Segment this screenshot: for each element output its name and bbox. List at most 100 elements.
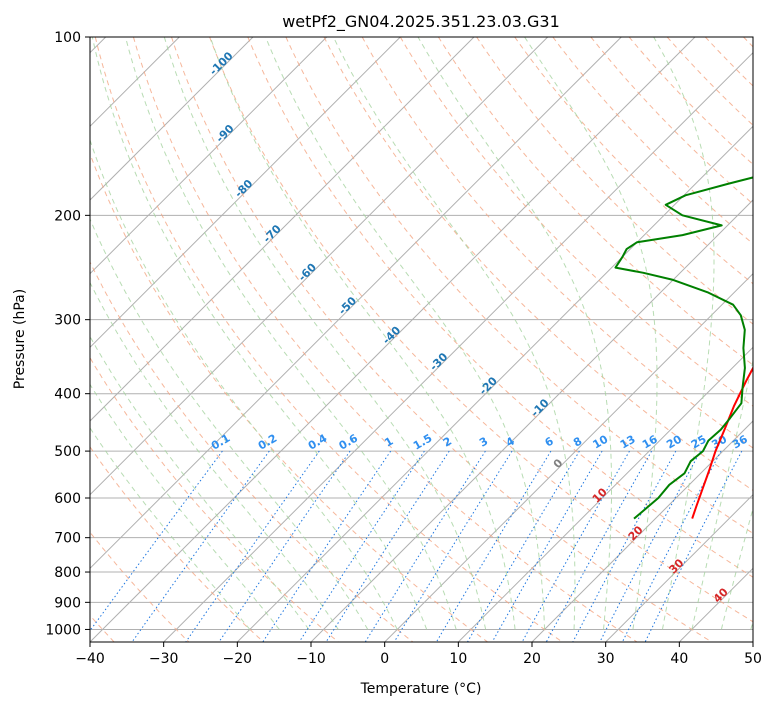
- isotherm-gridline: [163, 51, 753, 642]
- mixing-ratio-label: 13: [618, 433, 638, 452]
- moist-adiabat: [209, 37, 516, 630]
- dry-adiabat: [323, 37, 753, 491]
- dry-adiabat-label: -40: [380, 324, 403, 347]
- mixing-ratio-line: [491, 450, 603, 642]
- mixing-ratio-line: [364, 450, 486, 642]
- dry-adiabat: [590, 37, 753, 205]
- mixing-ratio-label: 8: [571, 435, 584, 450]
- isotherm-gridline: [90, 37, 549, 496]
- x-tick-label: 10: [449, 651, 467, 667]
- plot-frame: [89, 36, 754, 643]
- dry-adiabat-label: -50: [336, 294, 359, 317]
- mixing-ratio-line: [644, 450, 743, 642]
- mixing-ratio-line: [262, 450, 392, 642]
- mixing-ratio-line: [435, 450, 552, 642]
- mixing-ratio-label: 0.4: [306, 431, 330, 452]
- x-tick-label: 30: [597, 651, 615, 667]
- dry-adiabat: [247, 37, 753, 578]
- x-tick-label: 20: [523, 651, 541, 667]
- x-tick-label: 0: [380, 651, 389, 667]
- dry-adiabat: [476, 37, 753, 325]
- mixing-ratio-label: 16: [640, 432, 660, 451]
- isotherm-gridline: [605, 493, 753, 642]
- mixing-ratio-line: [467, 450, 580, 642]
- dry-adiabat: [743, 37, 753, 48]
- mixing-ratio-line: [621, 450, 722, 642]
- mixing-ratio-line: [521, 450, 630, 642]
- dry-adiabat: [704, 37, 753, 87]
- isotherm-gridline: [531, 420, 753, 642]
- moist-adiabat: [417, 37, 612, 630]
- dry-adiabat-label: -100: [207, 49, 236, 78]
- dry-adiabat: [90, 356, 339, 642]
- moist-adiabat: [332, 37, 576, 630]
- y-tick-label: 900: [54, 595, 81, 611]
- moist-adiabat: [720, 506, 753, 630]
- dry-adiabat: [90, 152, 488, 642]
- dry-adiabat: [90, 531, 190, 642]
- moist-adiabat: [653, 37, 715, 630]
- mixing-ratio-line: [325, 450, 450, 642]
- dry-adiabat: [552, 37, 753, 245]
- mixing-ratio-line: [572, 450, 677, 642]
- moist-adiabat: [163, 37, 487, 630]
- moist-adiabat: [125, 37, 457, 630]
- y-tick-label: 700: [54, 531, 81, 547]
- isotherm-gridline: [678, 567, 753, 642]
- mixing-ratio-line: [131, 450, 270, 642]
- y-tick-label: 200: [54, 208, 81, 224]
- moist-adiabat: [265, 37, 546, 630]
- moist-adiabat: [90, 427, 251, 630]
- mixing-ratio-line: [90, 450, 223, 632]
- isotherm-gridline: [384, 272, 753, 642]
- mixing-ratio-label: 1.5: [411, 432, 434, 453]
- moist-adiabat: [90, 138, 398, 630]
- moist-adiabat: [90, 383, 280, 630]
- moist-adiabat: [524, 37, 658, 630]
- dry-adiabat: [90, 260, 414, 642]
- x-tick-label: −20: [223, 651, 253, 667]
- dewpoint-profile-line: [614, 176, 753, 520]
- x-tick-label: −30: [149, 651, 179, 667]
- dry-adiabat-label: -30: [427, 350, 450, 373]
- isotherm-gridline: [90, 37, 401, 349]
- moist-adiabat: [91, 37, 428, 630]
- y-tick-label: 100: [54, 30, 81, 46]
- dry-adiabat: [361, 37, 753, 449]
- mixing-ratio-label: 1: [382, 435, 395, 450]
- dry-adiabat-label: 30: [666, 556, 686, 576]
- isotherm-gridline: [90, 37, 622, 570]
- plot-area: 0.1 0.2 0.4 0.6 1 1.5 2 3 4 6 8 10 13 16 20 25 30 36-100-…: [90, 37, 753, 642]
- y-tick-label: 800: [54, 565, 81, 581]
- mixing-ratio-label: 20: [664, 432, 684, 451]
- y-tick-label: 500: [54, 444, 81, 460]
- isotherm-gridline: [90, 37, 328, 275]
- dry-adiabat: [94, 37, 563, 642]
- moist-adiabat: [90, 217, 369, 630]
- mixing-ratio-line: [393, 450, 513, 642]
- dry-adiabat-label: -60: [296, 260, 319, 283]
- mixing-ratio-label: 10: [591, 432, 611, 451]
- dry-adiabat-label: -70: [261, 222, 284, 245]
- dry-adiabat: [399, 37, 753, 407]
- dry-adiabat: [437, 37, 753, 366]
- dry-adiabat-label: 10: [590, 485, 610, 505]
- axes: −40 −30 −20 −10 0 10 20 30 40 5010020030040050060…: [45, 30, 762, 667]
- dry-adiabat-label: -10: [528, 396, 551, 419]
- isotherm-gridline: [90, 37, 254, 201]
- moist-adiabat: [750, 619, 753, 630]
- mixing-ratio-line: [545, 450, 653, 642]
- x-axis-title: Temperature (°C): [360, 681, 482, 697]
- mixing-ratio-line: [298, 450, 425, 642]
- isotherm-gridline: [236, 125, 753, 642]
- dry-adiabat-label: -80: [232, 177, 255, 200]
- mixing-ratio-line: [218, 450, 351, 642]
- moist-adiabat: [691, 358, 753, 630]
- mixing-ratio-label: 6: [543, 434, 556, 449]
- dry-adiabat: [666, 37, 753, 126]
- mixing-ratio-label: 2: [441, 435, 454, 450]
- moist-adiabat: [90, 335, 310, 630]
- isotherm-gridline: [752, 641, 753, 642]
- y-axis-title: Pressure (hPa): [12, 289, 28, 389]
- x-tick-label: 40: [670, 651, 688, 667]
